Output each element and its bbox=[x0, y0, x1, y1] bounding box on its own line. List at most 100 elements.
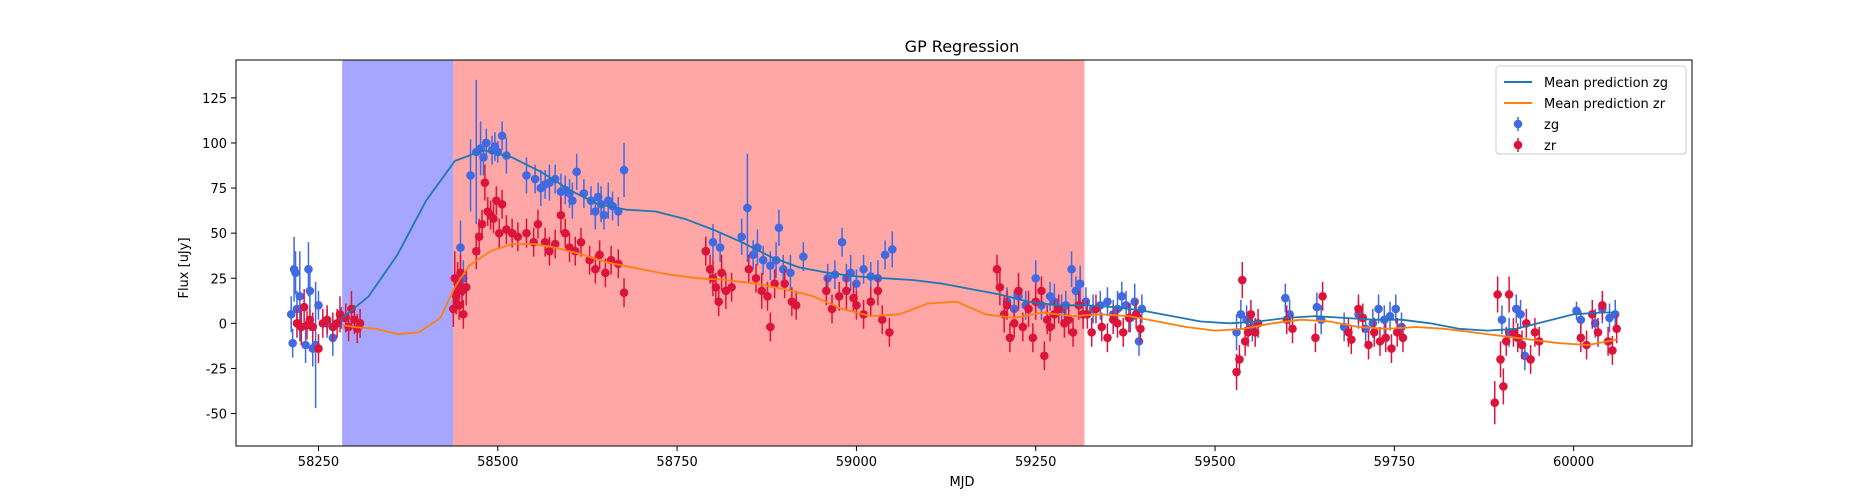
zr-point bbox=[1054, 304, 1063, 314]
zr-point bbox=[1037, 286, 1046, 296]
y-tick-label: -25 bbox=[206, 362, 227, 377]
zg-point bbox=[1134, 337, 1144, 346]
zg-point bbox=[1312, 302, 1322, 312]
zg-point bbox=[799, 252, 808, 261]
zr-point bbox=[1097, 322, 1107, 332]
zr-point bbox=[842, 286, 851, 296]
zr-point bbox=[1118, 328, 1128, 337]
zr-point bbox=[1608, 346, 1617, 355]
zg-point bbox=[887, 245, 897, 254]
zr-point bbox=[1598, 301, 1607, 310]
zg-point bbox=[1117, 291, 1127, 301]
x-tick-label: 59750 bbox=[1374, 455, 1415, 470]
zg-point bbox=[1103, 297, 1112, 307]
zr-point bbox=[1002, 301, 1012, 310]
zr-point bbox=[1496, 355, 1505, 364]
zr-point bbox=[601, 268, 610, 278]
zg-point bbox=[1236, 310, 1246, 319]
zr-point bbox=[717, 268, 726, 278]
zg-point bbox=[1067, 264, 1076, 274]
y-tick-label: 50 bbox=[210, 227, 227, 242]
zg-point bbox=[1385, 311, 1395, 321]
zr-point bbox=[1103, 333, 1112, 343]
zr-point bbox=[714, 297, 724, 307]
zr-point bbox=[1364, 340, 1373, 350]
zr-point bbox=[1490, 398, 1500, 408]
zr-point bbox=[533, 219, 543, 229]
zr-point bbox=[619, 288, 629, 297]
zr-point bbox=[834, 291, 844, 301]
zr-point bbox=[1040, 351, 1049, 361]
zg-point bbox=[482, 138, 491, 148]
zg-point bbox=[1075, 279, 1085, 288]
zg-point bbox=[830, 270, 840, 279]
zr-point bbox=[763, 291, 772, 301]
zr-point bbox=[744, 264, 754, 274]
zr-point bbox=[852, 301, 861, 310]
plot-clipped-group bbox=[286, 60, 1621, 446]
x-tick-label: 58750 bbox=[656, 455, 697, 470]
zg-point bbox=[1374, 304, 1383, 314]
y-tick-label: 0 bbox=[219, 317, 227, 332]
zg-point bbox=[1572, 306, 1581, 316]
zr-point bbox=[461, 282, 471, 292]
zr-point bbox=[1136, 324, 1145, 334]
zg-point bbox=[497, 131, 507, 141]
zr-point bbox=[1493, 290, 1502, 299]
zr-point bbox=[1243, 328, 1253, 337]
zg-point bbox=[522, 171, 531, 180]
y-axis-label: Flux [uJy] bbox=[177, 237, 192, 298]
legend-swatch-marker bbox=[1513, 140, 1523, 150]
y-tick-label: 25 bbox=[210, 272, 227, 287]
zr-point bbox=[497, 199, 507, 209]
zg-point bbox=[1576, 315, 1586, 325]
zr-point bbox=[1113, 319, 1122, 328]
zr-point bbox=[1369, 328, 1379, 337]
zg-point bbox=[314, 301, 323, 310]
x-tick-label: 58500 bbox=[477, 455, 518, 470]
zg-point bbox=[748, 250, 758, 260]
zg-point bbox=[305, 286, 315, 296]
zr-point bbox=[556, 210, 566, 220]
zr-point bbox=[1501, 337, 1511, 346]
zr-point bbox=[513, 232, 523, 242]
zr-point bbox=[595, 250, 604, 260]
zr-point bbox=[995, 282, 1005, 292]
zr-point bbox=[494, 228, 504, 238]
zg-point bbox=[766, 261, 775, 270]
zg-point bbox=[1391, 304, 1401, 314]
zr-point bbox=[1499, 382, 1508, 391]
zr-point bbox=[1398, 333, 1408, 343]
zg-point bbox=[1516, 310, 1525, 319]
zr-point bbox=[1526, 355, 1535, 364]
zg-point bbox=[291, 268, 300, 278]
zr-point bbox=[1318, 291, 1327, 301]
zr-point bbox=[827, 304, 837, 314]
y-tick-label: 75 bbox=[210, 182, 227, 197]
zr-point bbox=[1235, 355, 1244, 364]
zr-point bbox=[1024, 304, 1033, 314]
zr-point bbox=[877, 315, 887, 325]
legend-entry-label: Mean prediction zg bbox=[1544, 76, 1668, 91]
zr-point bbox=[1576, 333, 1586, 343]
zr-point bbox=[489, 214, 498, 224]
zr-point bbox=[1517, 340, 1527, 350]
zr-point bbox=[821, 286, 831, 296]
legend-entry-label: Mean prediction zr bbox=[1544, 97, 1666, 112]
zg-point bbox=[466, 171, 475, 180]
x-tick-label: 59500 bbox=[1194, 455, 1235, 470]
y-tick-label: 100 bbox=[202, 137, 227, 152]
zg-point bbox=[295, 291, 305, 301]
x-axis-label: MJD bbox=[949, 475, 974, 490]
zg-point bbox=[1610, 310, 1620, 319]
zr-point bbox=[322, 315, 332, 325]
zr-point bbox=[1246, 310, 1256, 319]
zr-point bbox=[751, 273, 761, 283]
series-zr bbox=[292, 164, 1621, 425]
y-tick-label: -50 bbox=[206, 408, 227, 423]
zr-point bbox=[1347, 335, 1356, 344]
x-tick-label: 59250 bbox=[1015, 455, 1056, 470]
zr-point bbox=[1087, 328, 1096, 337]
legend: Mean prediction zg Mean prediction zr zg zr bbox=[1495, 65, 1687, 155]
